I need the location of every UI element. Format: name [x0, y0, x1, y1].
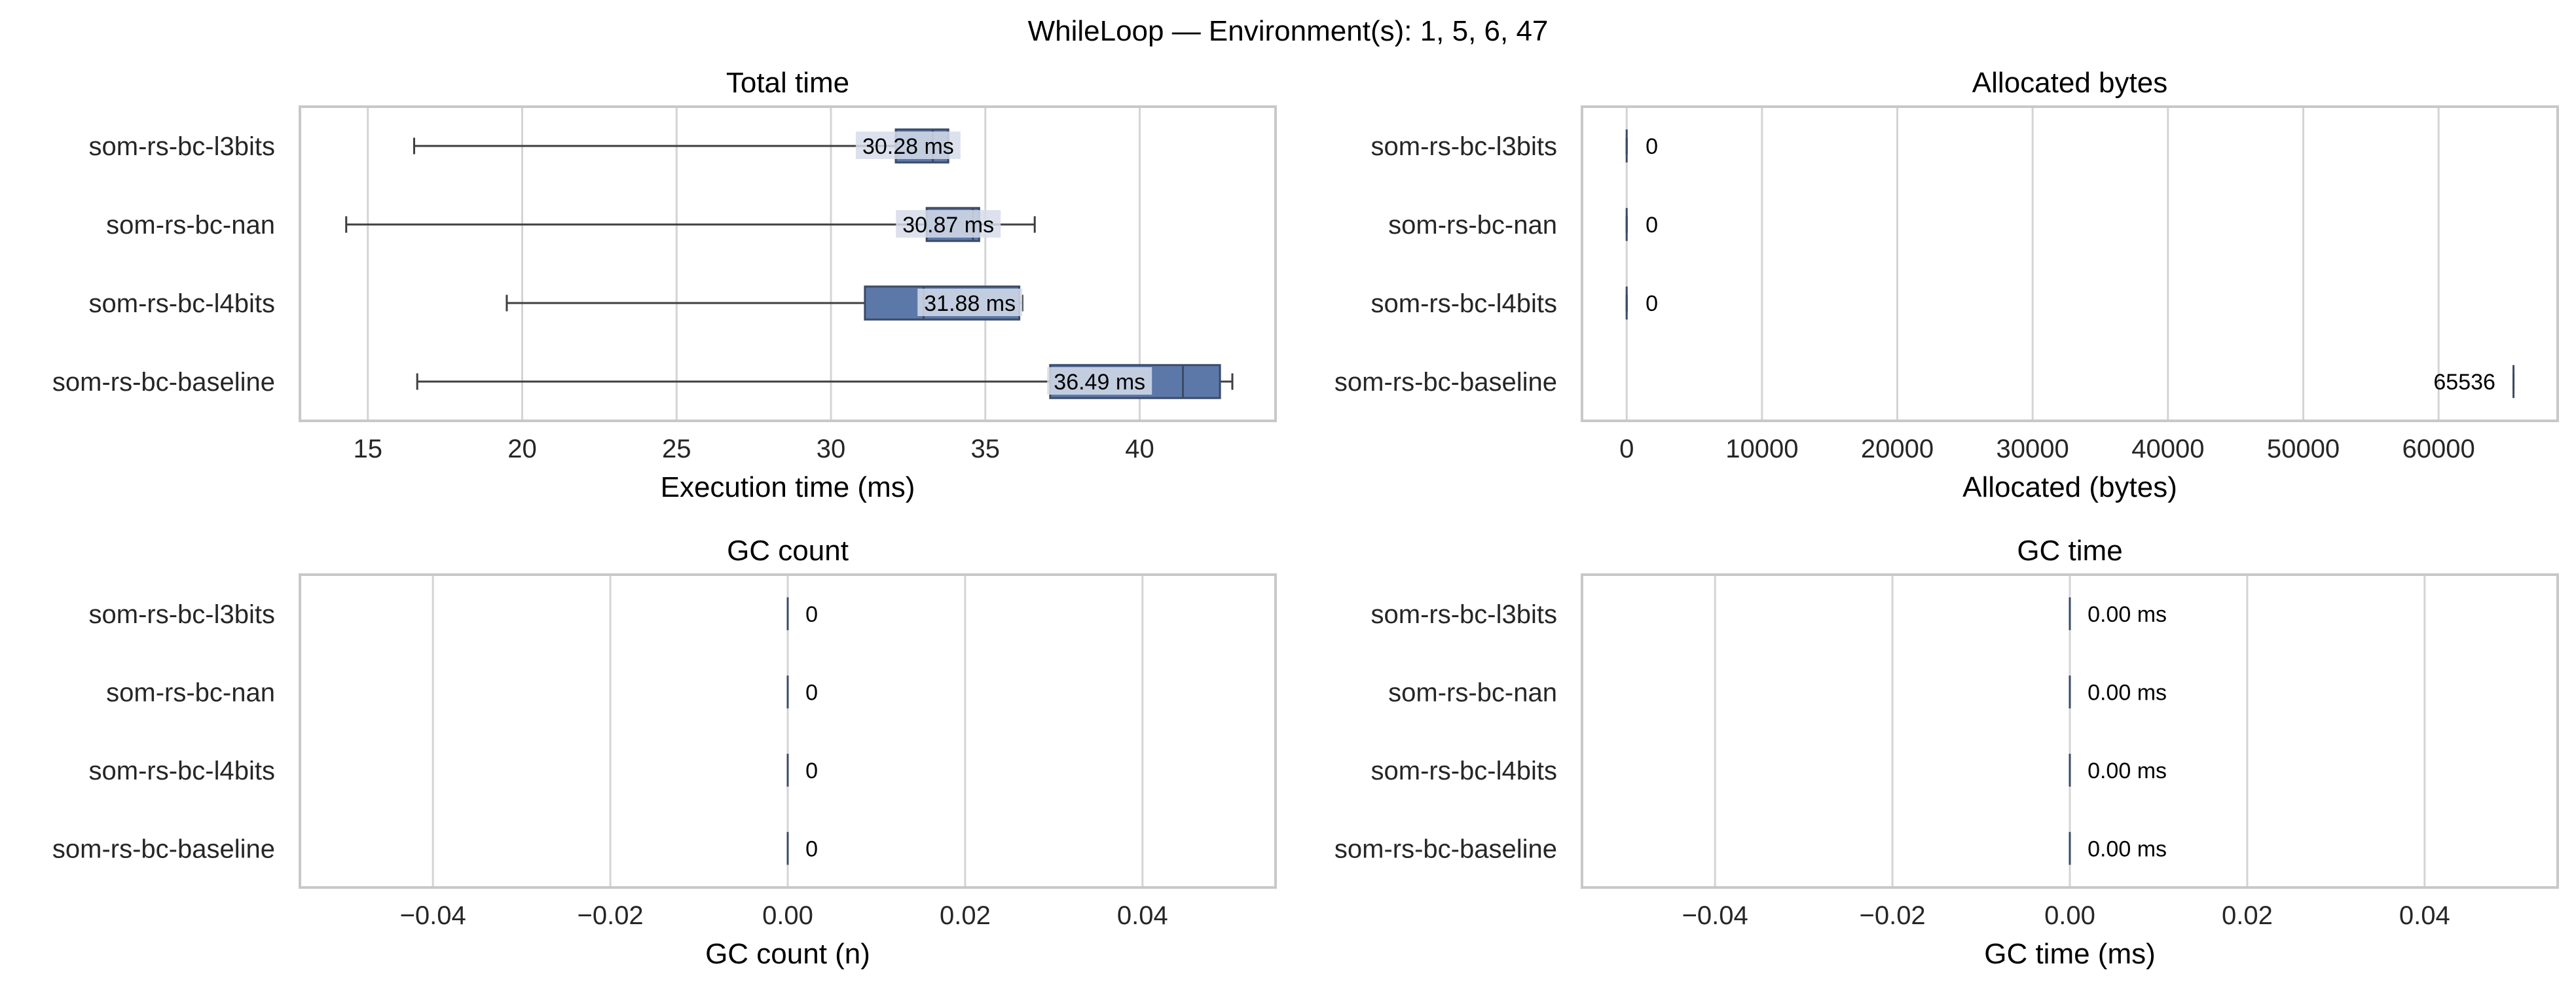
panels: Total time 15 20 25 30 35 40 Execution time (ms… [52, 67, 2559, 970]
category-label: som-rs-bc-l3bits [89, 132, 275, 161]
x-axis-label: GC count (n) [705, 938, 870, 970]
category-label: som-rs-bc-baseline [1334, 368, 1557, 397]
category-label: som-rs-bc-l3bits [89, 600, 275, 629]
annotation-label: 31.88 ms [924, 291, 1016, 316]
panel-title: Allocated bytes [1972, 67, 2167, 99]
category-label: som-rs-bc-l3bits [1371, 600, 1557, 629]
category-label: som-rs-bc-l4bits [89, 757, 275, 785]
x-tick-label: 20000 [1861, 435, 1934, 463]
x-tick-label: 10000 [1725, 435, 1798, 463]
annotation-label: 0.00 ms [2088, 680, 2167, 705]
x-tick-label: 30000 [1996, 435, 2069, 463]
annotation-label: 0 [1646, 291, 1658, 316]
plot-frame [1581, 105, 2559, 422]
annotation-label: 0.00 ms [2088, 836, 2167, 861]
x-tick-label: 20 [507, 435, 537, 463]
x-tick-label: 0.02 [2222, 901, 2273, 930]
category-label: som-rs-bc-baseline [52, 834, 275, 863]
annotation-label: 36.49 ms [1054, 370, 1145, 395]
panel-title: GC time [2017, 535, 2122, 567]
x-tick-label: 0.04 [2399, 901, 2450, 930]
panel-title: Total time [726, 67, 849, 99]
category-label: som-rs-bc-baseline [52, 368, 275, 397]
figure-title: WhileLoop — Environment(s): 1, 5, 6, 47 [1028, 15, 1549, 47]
x-axis-label: Execution time (ms) [661, 471, 915, 503]
annotation-bg [855, 132, 961, 159]
x-tick-label: 0.02 [940, 901, 991, 930]
x-tick-label: −0.02 [577, 901, 643, 930]
annotation-label: 65536 [2433, 370, 2495, 395]
x-tick-label: 60000 [2402, 435, 2475, 463]
annotation-label: 30.87 ms [902, 213, 994, 238]
annotation-label: 0 [1646, 134, 1658, 159]
x-tick-label: 0.00 [2044, 901, 2095, 930]
chart-panel-4: GC time −0.04 −0.02 0.00 0.02 0.04 GC time (ms… [1334, 535, 2559, 970]
annotation-label: 0 [805, 602, 818, 627]
category-label: som-rs-bc-nan [106, 211, 275, 240]
annotation-bg [917, 289, 1023, 316]
annotation-label: 0.00 ms [2088, 602, 2167, 627]
annotation-label: 30.28 ms [862, 134, 954, 159]
chart-panel-2: Allocated bytes 0 10000 20000 30000 40000 5000… [1334, 67, 2559, 503]
chart-panel-3: GC count −0.04 −0.02 0.00 0.02 0.04 GC count (… [52, 535, 1277, 970]
plot-frame [299, 105, 1277, 422]
category-label: som-rs-bc-nan [106, 678, 275, 707]
x-axis-label: GC time (ms) [1984, 938, 2156, 970]
x-tick-label: 40 [1125, 435, 1154, 463]
annotation-bg [1047, 367, 1152, 395]
x-tick-label: −0.02 [1859, 901, 1925, 930]
annotation-label: 0 [805, 759, 818, 783]
x-tick-label: 25 [662, 435, 691, 463]
annotation-label: 0 [805, 836, 818, 861]
x-tick-label: 40000 [2131, 435, 2204, 463]
x-tick-label: −0.04 [1682, 901, 1748, 930]
x-tick-label: 0.04 [1117, 901, 1168, 930]
category-label: som-rs-bc-l4bits [89, 289, 275, 318]
annotation-label: 0 [1646, 213, 1658, 238]
category-label: som-rs-bc-nan [1388, 211, 1557, 240]
x-tick-label: −0.04 [400, 901, 466, 930]
category-label: som-rs-bc-nan [1388, 678, 1557, 707]
plot-frame [299, 573, 1277, 889]
annotation-label: 0.00 ms [2088, 759, 2167, 783]
x-tick-label: 15 [353, 435, 382, 463]
plot-frame [1581, 573, 2559, 889]
annotation-label: 0 [805, 680, 818, 705]
category-label: som-rs-bc-l3bits [1371, 132, 1557, 161]
x-tick-label: 0.00 [762, 901, 813, 930]
x-tick-label: 0 [1619, 435, 1634, 463]
x-tick-label: 35 [971, 435, 1001, 463]
category-label: som-rs-bc-l4bits [1371, 289, 1557, 318]
category-label: som-rs-bc-baseline [1334, 834, 1557, 863]
x-tick-label: 30 [817, 435, 846, 463]
x-tick-label: 50000 [2267, 435, 2340, 463]
x-axis-label: Allocated (bytes) [1962, 471, 2177, 503]
chart-panel-1: Total time 15 20 25 30 35 40 Execution time (ms… [52, 67, 1277, 503]
category-label: som-rs-bc-l4bits [1371, 757, 1557, 785]
annotation-bg [896, 210, 1001, 238]
panel-title: GC count [727, 535, 849, 567]
